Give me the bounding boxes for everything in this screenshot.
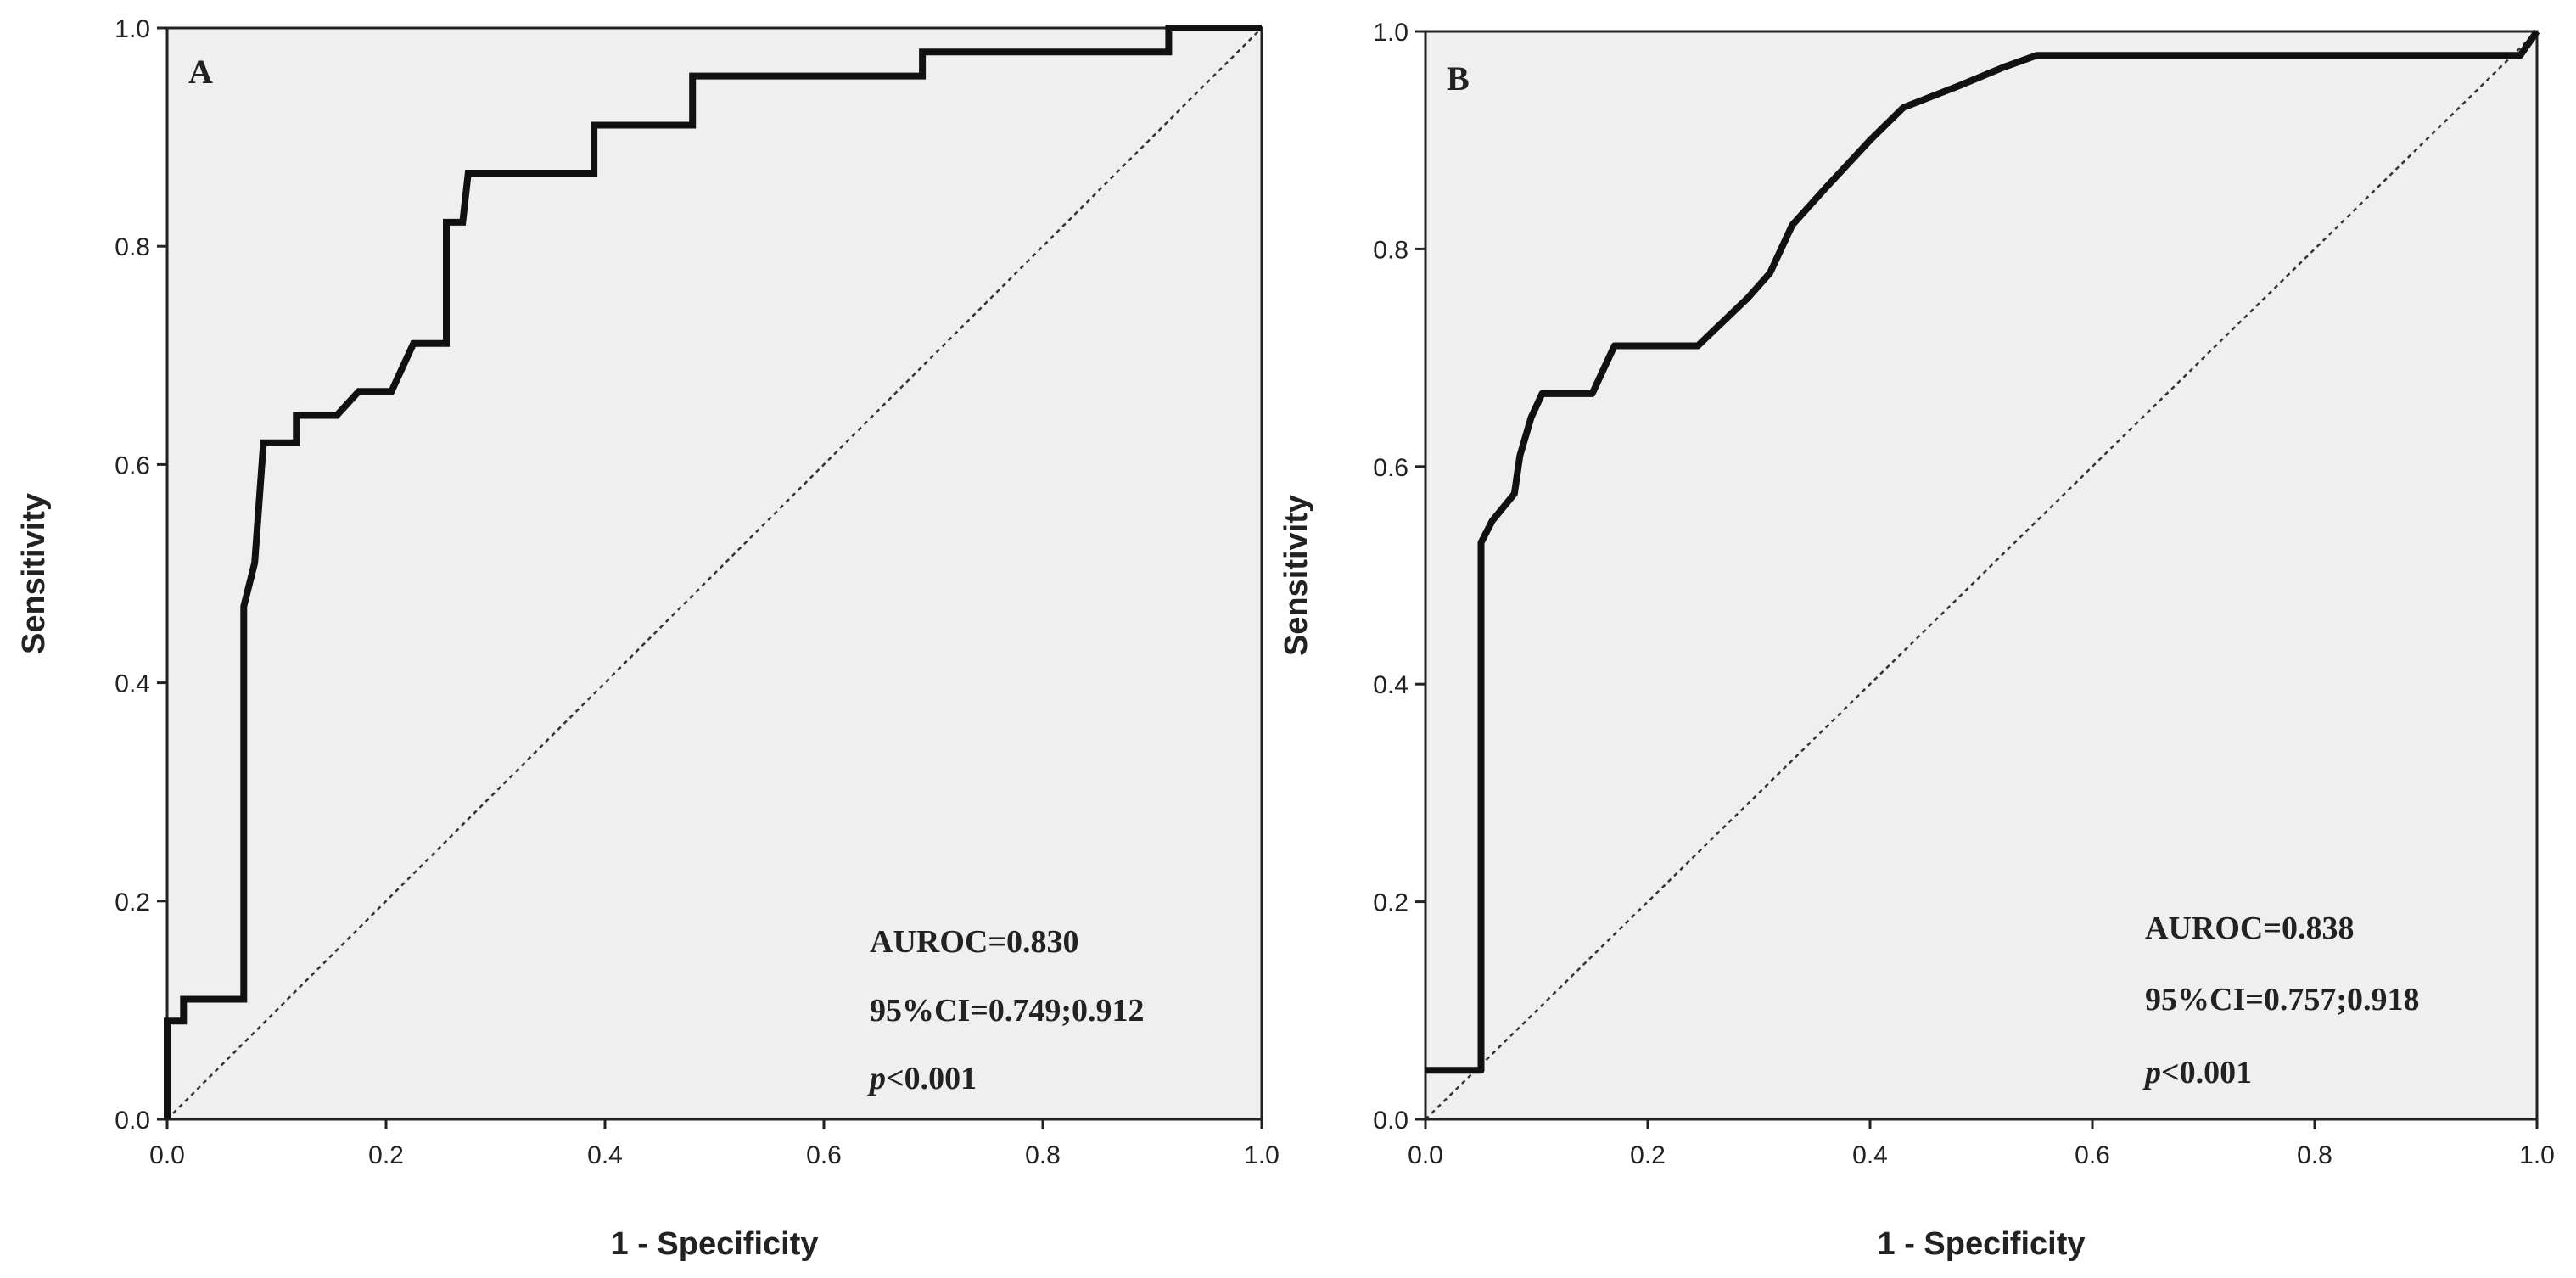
y-tick-label-b-1: 0.2 xyxy=(1373,889,1408,917)
p-value-label-a: p<0.001 xyxy=(867,1061,977,1096)
y-tick-label-b-2: 0.4 xyxy=(1373,671,1408,699)
panel-label-a: A xyxy=(188,53,213,91)
x-tick-label-a-3: 0.6 xyxy=(806,1141,842,1169)
p-symbol-b: p xyxy=(2142,1055,2161,1090)
x-tick-label-b-3: 0.6 xyxy=(2075,1141,2110,1169)
p-threshold-b: <0.001 xyxy=(2161,1055,2252,1090)
y-tick-label-a-1: 0.2 xyxy=(115,888,150,916)
x-axis-ticks-a: 0.0 0.2 0.4 0.6 0.8 1.0 xyxy=(149,1119,1280,1169)
y-tick-label-a-4: 0.8 xyxy=(115,233,150,261)
y-tick-label-a-5: 1.0 xyxy=(115,15,150,43)
x-tick-label-a-5: 1.0 xyxy=(1244,1141,1280,1169)
auroc-label-a: AUROC=0.830 xyxy=(870,924,1078,960)
x-tick-label-a-4: 0.8 xyxy=(1025,1141,1061,1169)
panel-b: 0.0 0.2 0.4 0.6 0.8 1.0 0.00.20.40.60.81.0 B … xyxy=(1279,19,2555,1262)
x-tick-label-b-2: 0.4 xyxy=(1852,1141,1888,1169)
y-axis-ticks-b: 0.0 0.2 0.4 0.6 0.8 1.0 xyxy=(1373,19,1425,1135)
roc-curve-a xyxy=(164,25,1262,1119)
x-tick-label-b-0: 0.0 xyxy=(1408,1141,1443,1169)
y-axis-title-a: Sensitivity xyxy=(16,493,52,654)
ci-label-a: 95%CI=0.749;0.912 xyxy=(870,993,1145,1029)
p-value-label-b: p<0.001 xyxy=(2142,1055,2252,1090)
p-threshold-a: <0.001 xyxy=(886,1061,977,1096)
y-axis-title-b: Sensitivity xyxy=(1279,495,1314,656)
x-tick-label-b-4: 0.8 xyxy=(2297,1141,2332,1169)
y-tick-label-b-0: 0.0 xyxy=(1373,1107,1408,1135)
y-tick-label-a-2: 0.4 xyxy=(115,670,150,698)
ci-label-b: 95%CI=0.757;0.918 xyxy=(2145,982,2420,1017)
y-tick-label-b-4: 0.8 xyxy=(1373,236,1408,264)
panel-label-b: B xyxy=(1447,59,1470,98)
y-tick-label-a-3: 0.6 xyxy=(115,451,150,479)
x-tick-label-b-1: 0.2 xyxy=(1630,1141,1666,1169)
x-tick-label-a-1: 0.2 xyxy=(368,1141,404,1169)
panel-a: 0.0 0.2 0.4 0.6 0.8 1.0 0.00.20.40.60.81.0 A … xyxy=(16,15,1280,1262)
p-symbol-a: p xyxy=(867,1061,886,1096)
y-tick-label-b-5: 1.0 xyxy=(1373,19,1408,47)
x-tick-label-b-5: 1.0 xyxy=(2519,1141,2555,1169)
y-axis-ticks-a: 0.0 0.2 0.4 0.6 0.8 1.0 xyxy=(115,15,167,1135)
y-tick-label-b-3: 0.6 xyxy=(1373,454,1408,482)
y-tick-label-a-0: 0.0 xyxy=(115,1107,150,1135)
x-axis-title-a: 1 - Specificity xyxy=(611,1226,819,1262)
reference-diagonal-a xyxy=(166,27,1263,1120)
roc-curve-b xyxy=(1425,29,2540,1074)
auroc-label-b: AUROC=0.838 xyxy=(2145,911,2354,946)
plot-area-b xyxy=(1424,30,2539,1121)
x-tick-label-a-2: 0.4 xyxy=(587,1141,623,1169)
x-tick-label-a-0: 0.0 xyxy=(149,1141,185,1169)
x-axis-ticks-b: 0.0 0.2 0.4 0.6 0.8 1.0 xyxy=(1408,1119,2555,1169)
x-axis-title-b: 1 - Specificity xyxy=(1878,1226,2086,1262)
